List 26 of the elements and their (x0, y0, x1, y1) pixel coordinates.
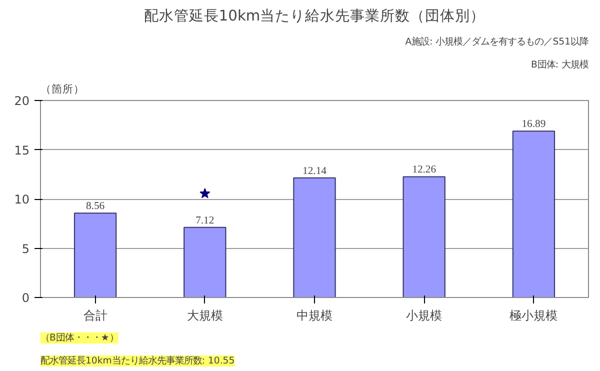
x-tick-label: 大規模 (186, 308, 223, 322)
y-tick-label: 0 (22, 291, 30, 305)
data-label: 7.12 (196, 215, 214, 226)
x-tick-label: 中規模 (296, 308, 332, 322)
data-label: 8.56 (86, 201, 106, 212)
y-tick-label: 20 (14, 94, 30, 108)
y-tick-label: 10 (14, 192, 30, 206)
y-tick-label: 5 (22, 242, 30, 256)
bar (184, 226, 226, 298)
bar (293, 177, 336, 298)
bar (512, 130, 556, 298)
y-tick-label: 15 (14, 143, 30, 158)
x-tick-label: 合計 (83, 308, 108, 322)
bar (402, 176, 446, 298)
data-label: 12.26 (412, 164, 437, 176)
x-tick-label: 小規模 (406, 308, 442, 322)
text: A施設: 小規模／ダムを有するもの／S51以降 (405, 36, 588, 48)
y-axis-title: （箇所） (40, 82, 84, 96)
text: B団体: 大規模 (530, 60, 589, 70)
x-tick-label: 極小規模 (510, 308, 558, 322)
data-label: 16.89 (522, 119, 546, 130)
data-label: 12.14 (302, 166, 328, 177)
bar (74, 212, 117, 298)
chart-title: 配水管延長10km当たり給水先事業所数（団体別） (144, 8, 486, 24)
text: （B団体・・・★） (40, 332, 118, 344)
text: 配水管延長10km当たり給水先事業所数: 10.55 (40, 356, 235, 366)
